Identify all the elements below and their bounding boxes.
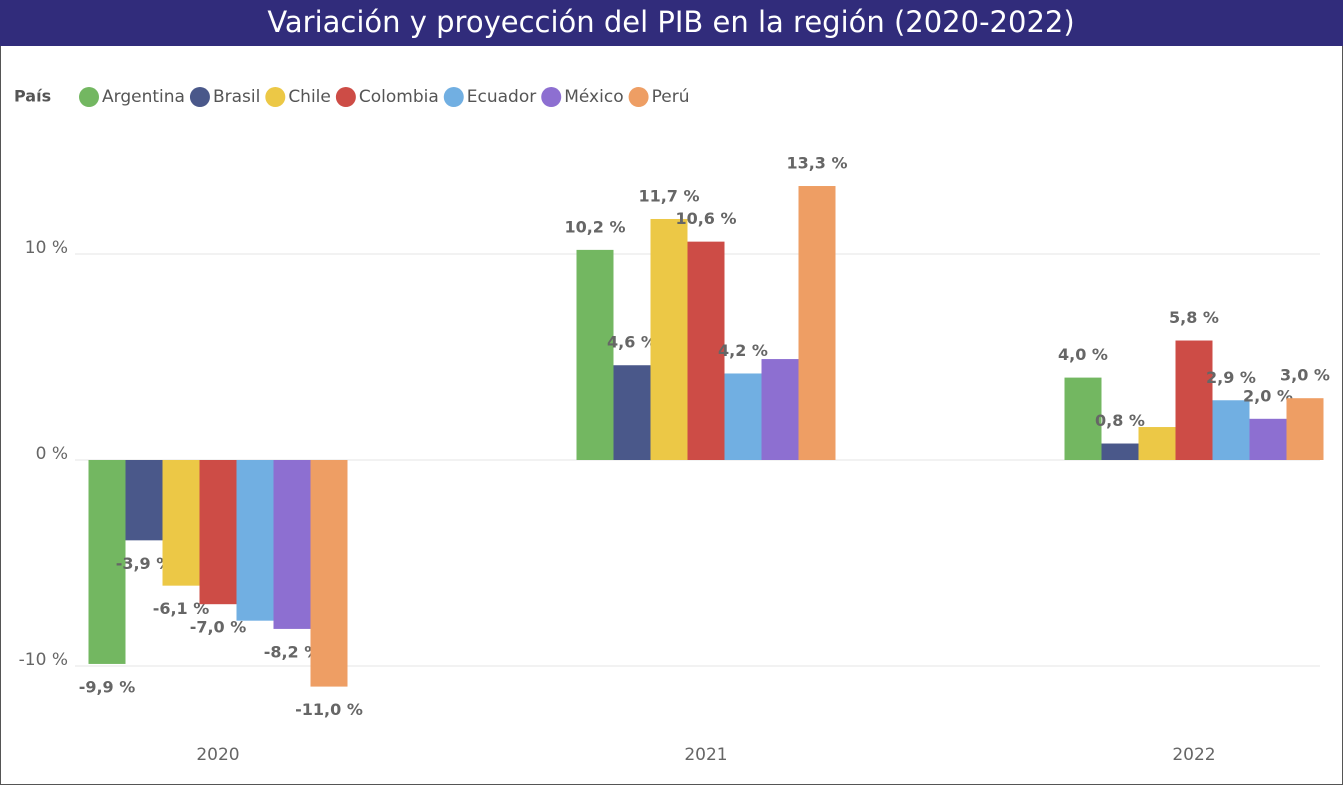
legend-swatch — [541, 87, 562, 107]
bar — [88, 460, 126, 664]
y-tick-label: 0 % — [36, 444, 68, 464]
data-label: -3,9 % — [116, 554, 173, 573]
legend-label: Perú — [652, 87, 690, 107]
bar — [1249, 418, 1287, 460]
bar — [613, 365, 651, 460]
data-label: 2,9 % — [1206, 368, 1256, 387]
x-tick-label: 2020 — [196, 745, 239, 765]
legend-label: México — [564, 87, 623, 107]
legend-swatch — [189, 87, 210, 107]
legend-swatch — [79, 87, 99, 107]
legend-swatch — [335, 87, 356, 107]
data-label: 4,6 % — [607, 333, 657, 352]
data-label: 11,7 % — [638, 186, 699, 205]
bar — [761, 359, 799, 460]
chart-title: Variación y proyección del PIB en la reg… — [267, 5, 1074, 39]
y-tick-label: 10 % — [25, 238, 68, 258]
bar — [162, 460, 200, 586]
data-label: -11,0 % — [295, 700, 363, 719]
data-label: 2,0 % — [1243, 386, 1293, 405]
data-label: 10,2 % — [564, 217, 625, 236]
bar — [1212, 400, 1250, 460]
x-tick-label: 2021 — [684, 745, 727, 765]
bar — [798, 186, 836, 460]
bar — [576, 249, 614, 460]
y-tick-label: -10 % — [19, 650, 68, 670]
legend-label: Colombia — [359, 87, 439, 107]
bar — [199, 460, 237, 605]
data-label: 4,2 % — [718, 341, 768, 360]
legend-title: País — [14, 87, 51, 106]
bar — [310, 460, 348, 687]
bar — [236, 460, 274, 621]
data-label: -9,9 % — [79, 677, 136, 696]
data-label: -8,2 % — [264, 642, 321, 661]
legend-label: Ecuador — [467, 87, 536, 107]
data-label: 5,8 % — [1169, 308, 1219, 327]
bar — [1064, 377, 1102, 460]
bar — [1286, 398, 1324, 460]
legend-label: Chile — [288, 87, 331, 107]
legend-swatch — [265, 87, 286, 107]
x-tick-label: 2022 — [1172, 745, 1215, 765]
data-label: 10,6 % — [675, 209, 736, 228]
bar — [1138, 427, 1176, 460]
bar — [1175, 340, 1213, 460]
data-label: 4,0 % — [1058, 345, 1108, 364]
bar — [650, 218, 688, 460]
bar — [1101, 443, 1139, 460]
legend-swatch — [443, 87, 464, 107]
data-label: 13,3 % — [786, 154, 847, 173]
legend-label: Argentina — [102, 87, 185, 107]
data-label: 3,0 % — [1280, 366, 1330, 385]
data-label: -6,1 % — [153, 599, 210, 618]
title-bar — [0, 0, 1343, 46]
legend-label: Brasil — [213, 87, 260, 107]
bar — [273, 460, 311, 629]
legend-swatch — [628, 87, 649, 107]
bar — [687, 241, 725, 460]
data-label: -7,0 % — [190, 618, 247, 637]
data-label: 0,8 % — [1095, 411, 1145, 430]
bar — [125, 460, 163, 541]
bar — [724, 373, 762, 460]
